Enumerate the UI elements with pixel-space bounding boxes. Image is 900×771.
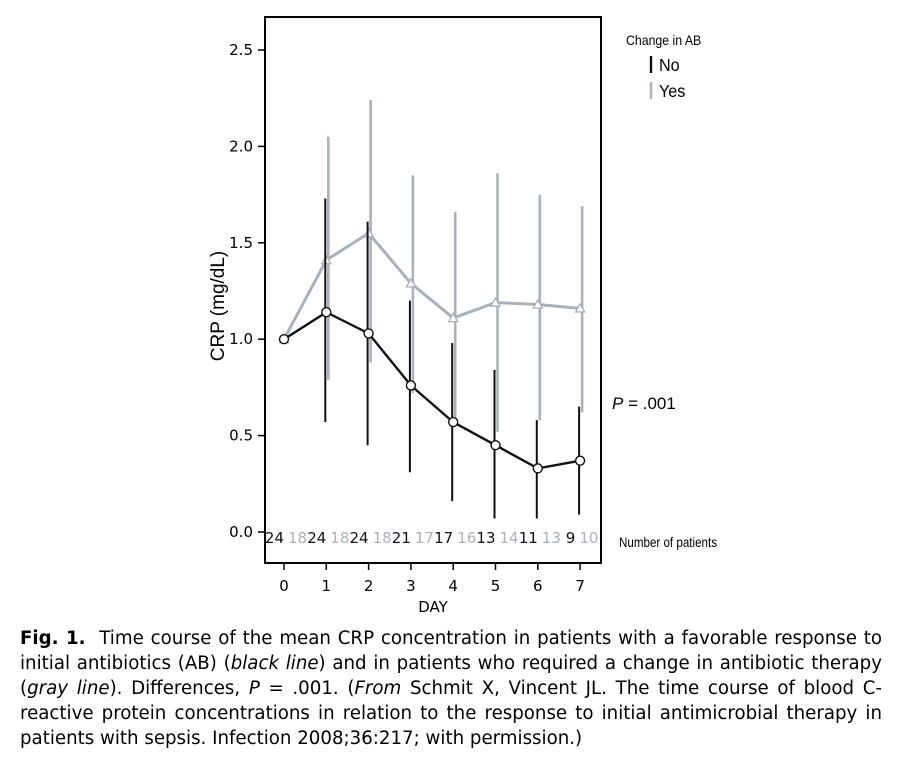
patient-count-yes: 14 bbox=[500, 529, 519, 547]
crp-line-chart: 0.0 0.5 1.0 1.5 2.0 2.5 CRP (mg/dL) 0 1 2 3 4 5 6 7 DAY… bbox=[208, 16, 717, 616]
data-point-no bbox=[490, 440, 501, 451]
y-tick-label: 2.0 bbox=[229, 137, 253, 155]
patient-count-yes: 16 bbox=[457, 529, 476, 547]
data-point-no bbox=[532, 463, 543, 474]
data-point-yes bbox=[489, 296, 502, 307]
patient-count-pair: 24 18 bbox=[265, 529, 307, 547]
data-point-yes bbox=[532, 298, 544, 309]
patient-count-pair: 21 17 bbox=[392, 529, 434, 547]
data-point-no bbox=[405, 380, 417, 391]
patient-count-pair: 9 10 bbox=[566, 529, 599, 547]
patients-label: Number of patients bbox=[619, 535, 717, 550]
patient-count-yes: 18 bbox=[288, 529, 307, 547]
patient-count-yes: 18 bbox=[330, 529, 349, 547]
p-value-text: = .001 bbox=[623, 394, 675, 413]
y-tick-label: 0.5 bbox=[229, 427, 253, 445]
data-point-yes bbox=[405, 277, 417, 288]
caption-part-4: ). Differences, bbox=[109, 678, 249, 699]
x-tick-label: 2 bbox=[364, 577, 374, 595]
y-tick-label: 1.5 bbox=[229, 234, 253, 252]
y-tick-label: 2.5 bbox=[229, 41, 253, 59]
caption-part-1: black line bbox=[230, 653, 319, 674]
x-tick-label: 6 bbox=[533, 577, 543, 595]
patient-count-no: 24 bbox=[265, 529, 284, 547]
caption-part-5: P bbox=[248, 678, 260, 699]
data-point-no bbox=[574, 455, 586, 466]
p-value-annotation: P = .001 bbox=[612, 394, 676, 413]
x-tick-label: 0 bbox=[279, 577, 289, 595]
patient-count-no: 13 bbox=[476, 529, 495, 547]
patient-count-pair: 17 16 bbox=[434, 529, 476, 547]
data-point-no bbox=[321, 307, 332, 318]
x-tick-label: 5 bbox=[491, 577, 501, 595]
data-point-no bbox=[448, 416, 459, 428]
caption-part-7: From bbox=[354, 678, 402, 699]
x-tick-label: 1 bbox=[322, 577, 332, 595]
plot-frame bbox=[264, 16, 602, 564]
patient-count-no: 24 bbox=[350, 529, 369, 547]
caption-text: Time course of the mean CRP concentratio… bbox=[20, 628, 882, 749]
patient-count-yes: 13 bbox=[542, 529, 561, 547]
x-axis-label: DAY bbox=[418, 598, 448, 616]
patient-count-no: 9 bbox=[566, 529, 576, 547]
data-point-yes bbox=[447, 312, 459, 323]
caption-part-3: gray line bbox=[27, 678, 110, 699]
crp-time-course-figure: 0.0 0.5 1.0 1.5 2.0 2.5 CRP (mg/dL) 0 1 2 3 4 5 6 7 DAY… bbox=[208, 16, 717, 616]
data-point-no bbox=[363, 328, 374, 339]
patient-count-no: 24 bbox=[307, 529, 326, 547]
patient-count-pair: 13 14 bbox=[476, 529, 518, 547]
caption-part-8: Schmit X, Vincent JL. The time course of… bbox=[20, 678, 882, 749]
y-tick-label: 0.0 bbox=[229, 523, 253, 541]
patient-count-yes: 17 bbox=[415, 529, 434, 547]
patient-count-no: 17 bbox=[434, 529, 453, 547]
patient-count-no: 21 bbox=[392, 529, 411, 547]
figure-caption: Fig. 1. Time course of the mean CRP conc… bbox=[20, 626, 882, 751]
legend-label-no: No bbox=[659, 55, 680, 75]
series-line-yes bbox=[282, 231, 581, 340]
caption-part-2: ) and in patients who required a change … bbox=[20, 653, 882, 699]
x-tick-label: 7 bbox=[575, 577, 585, 595]
patient-count-no: 11 bbox=[519, 529, 538, 547]
x-tick-label: 4 bbox=[448, 577, 458, 595]
legend-label-yes: Yes bbox=[659, 81, 685, 101]
patient-count-pair: 24 18 bbox=[307, 529, 349, 547]
caption-part-0: Time course of the mean CRP concentratio… bbox=[20, 628, 882, 674]
series-line-no bbox=[283, 310, 581, 470]
figure-label: Fig. 1. bbox=[20, 628, 86, 649]
y-axis-label: CRP (mg/dL) bbox=[208, 251, 229, 362]
y-tick-label: 1.0 bbox=[229, 330, 253, 348]
patient-count-pair: 11 13 bbox=[519, 529, 561, 547]
patient-count-yes: 10 bbox=[579, 529, 598, 547]
data-point-yes bbox=[574, 302, 586, 313]
patient-count-pair: 24 18 bbox=[350, 529, 392, 547]
patient-count-yes: 18 bbox=[373, 529, 392, 547]
p-value-symbol: P bbox=[612, 394, 624, 413]
x-tick-label: 3 bbox=[406, 577, 416, 595]
data-point-no bbox=[278, 334, 290, 345]
legend-title: Change in AB bbox=[626, 32, 701, 48]
caption-part-6: = .001. ( bbox=[259, 678, 355, 699]
